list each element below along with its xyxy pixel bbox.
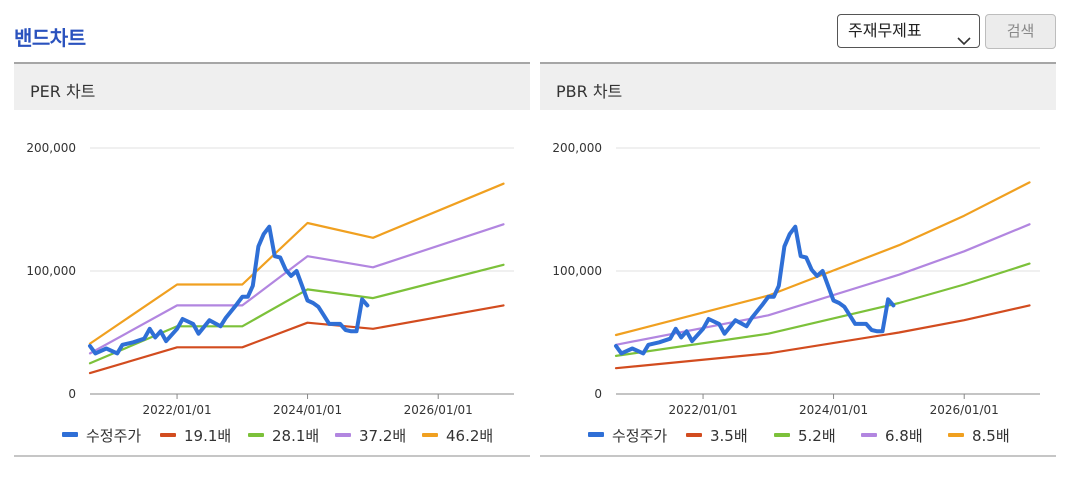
x-tick-label: 2024/01/01 (273, 403, 342, 417)
chevron-down-icon (957, 25, 971, 57)
per-panel-divider (14, 455, 530, 457)
band-series-line (88, 304, 505, 375)
legend-label: 수정주가 (612, 427, 668, 445)
legend-label: 5.2배 (798, 427, 836, 445)
legend-label: 8.5배 (972, 427, 1010, 445)
legend-swatch (588, 432, 604, 437)
y-tick-label: 100,000 (26, 264, 76, 278)
legend-label: 46.2배 (446, 427, 494, 445)
legend-swatch (62, 432, 78, 437)
legend-label: 3.5배 (710, 427, 748, 445)
x-tick-label: 2026/01/01 (404, 403, 473, 417)
legend-label: 28.1배 (272, 427, 320, 445)
pbr-panel-title: PBR 차트 (556, 82, 623, 101)
legend-label: 수정주가 (86, 427, 142, 445)
pbr-chart-panel: PBR 차트 0 100,000 200,000 2022/01/01 2024/01/… (540, 62, 1056, 458)
x-tick-label: 2024/01/01 (799, 403, 868, 417)
y-tick-label: 200,000 (552, 141, 602, 155)
pbr-legend: 수정주가 3.5배 5.2배 6.8배 8.5배 (540, 423, 1056, 447)
x-tick-label: 2022/01/01 (668, 403, 737, 417)
y-tick-label: 100,000 (552, 264, 602, 278)
per-panel-header: PER 차트 (14, 62, 530, 110)
pbr-chart: 0 100,000 200,000 2022/01/01 2024/01/01 2026/… (552, 141, 1040, 417)
legend-swatch (248, 433, 264, 437)
per-chart: 0 100,000 200,000 2022/01/01 2024/01/01 2026/… (26, 141, 514, 417)
legend-swatch (861, 433, 877, 437)
financial-statement-select[interactable]: 주재무제표 (837, 14, 980, 48)
y-tick-label: 0 (594, 387, 602, 401)
y-tick-label: 0 (68, 387, 76, 401)
legend-swatch (948, 433, 964, 437)
pbr-panel-divider (540, 455, 1056, 457)
legend-swatch (774, 433, 790, 437)
per-panel-title: PER 차트 (30, 82, 96, 101)
band-series-line (614, 181, 1031, 337)
band-series-line (614, 262, 1031, 357)
price-series-line (88, 224, 370, 356)
x-tick-label: 2026/01/01 (930, 403, 999, 417)
band-series-line (614, 304, 1031, 370)
legend-swatch (160, 433, 176, 437)
band-series-line (88, 223, 505, 355)
price-series-line (614, 224, 896, 356)
legend-swatch (686, 433, 702, 437)
select-value: 주재무제표 (848, 21, 922, 40)
pbr-panel-header: PBR 차트 (540, 62, 1056, 110)
search-button[interactable]: 검색 (985, 14, 1056, 49)
legend-label: 6.8배 (885, 427, 923, 445)
legend-swatch (422, 433, 438, 437)
y-tick-label: 200,000 (26, 141, 76, 155)
legend-label: 37.2배 (359, 427, 407, 445)
band-series-line (88, 263, 505, 365)
page-title: 밴드차트 (14, 26, 86, 50)
x-tick-label: 2022/01/01 (142, 403, 211, 417)
legend-label: 19.1배 (184, 427, 232, 445)
legend-swatch (335, 433, 351, 437)
per-legend: 수정주가 19.1배 28.1배 37.2배 46.2배 (14, 423, 530, 447)
per-chart-panel: PER 차트 0 100,000 200,000 2022/01/01 2024/01/… (14, 62, 530, 458)
